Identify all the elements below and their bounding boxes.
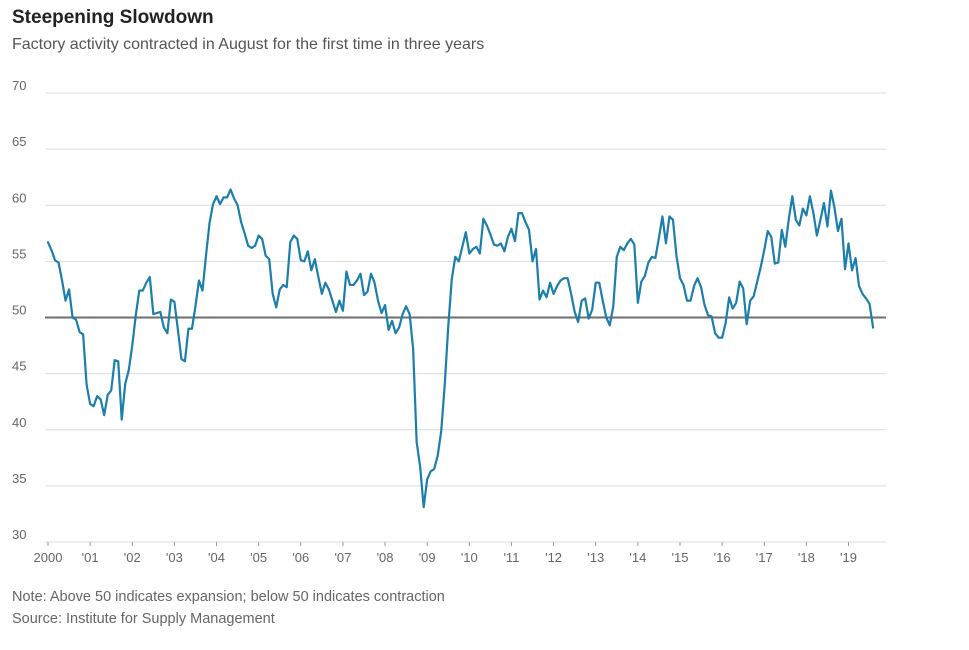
x-tick-label: '15 — [672, 550, 689, 565]
x-tick-label: '07 — [334, 550, 351, 565]
x-tick-label: '18 — [798, 550, 815, 565]
y-tick-label: 40 — [12, 415, 26, 430]
chart-subtitle: Factory activity contracted in August fo… — [12, 36, 485, 53]
y-tick-label: 30 — [12, 527, 26, 542]
x-tick-label: '06 — [292, 550, 309, 565]
series-line-ism-pmi — [46, 188, 875, 509]
x-axis-labels: 2000 '01 '02 '03 '04 '05 '06 '07 '08 '09 '10 '11 '12… — [34, 542, 857, 565]
x-tick-label: '16 — [714, 550, 731, 565]
y-axis-labels: 30 35 40 45 50 55 60 65 70 — [12, 78, 26, 542]
chart-note: Note: Above 50 indicates expansion; belo… — [12, 589, 445, 605]
x-tick-label: '08 — [377, 550, 394, 565]
x-tick-label: '12 — [545, 550, 562, 565]
x-tick-label: '17 — [756, 550, 773, 565]
x-tick-label: '09 — [419, 550, 436, 565]
x-tick-label: '14 — [629, 550, 646, 565]
chart-source: Source: Institute for Supply Management — [12, 611, 275, 627]
y-tick-label: 70 — [12, 78, 26, 93]
y-tick-label: 50 — [12, 303, 26, 318]
y-tick-label: 35 — [12, 471, 26, 486]
y-tick-label: 65 — [12, 134, 26, 149]
y-tick-label: 45 — [12, 359, 26, 374]
x-tick-label: '05 — [250, 550, 267, 565]
grid-layer — [45, 92, 886, 543]
chart-title: Steepening Slowdown — [12, 7, 214, 28]
y-tick-label: 60 — [12, 190, 26, 205]
x-tick-label: 2000 — [34, 550, 63, 565]
x-tick-label: '01 — [82, 550, 99, 565]
y-tick-label: 55 — [12, 246, 26, 261]
x-tick-label: '02 — [124, 550, 141, 565]
x-tick-label: '03 — [166, 550, 183, 565]
x-tick-label: '04 — [208, 550, 225, 565]
x-tick-label: '13 — [587, 550, 604, 565]
x-tick-label: '11 — [503, 550, 519, 565]
x-tick-label: '19 — [840, 550, 857, 565]
x-tick-label: '10 — [461, 550, 478, 565]
